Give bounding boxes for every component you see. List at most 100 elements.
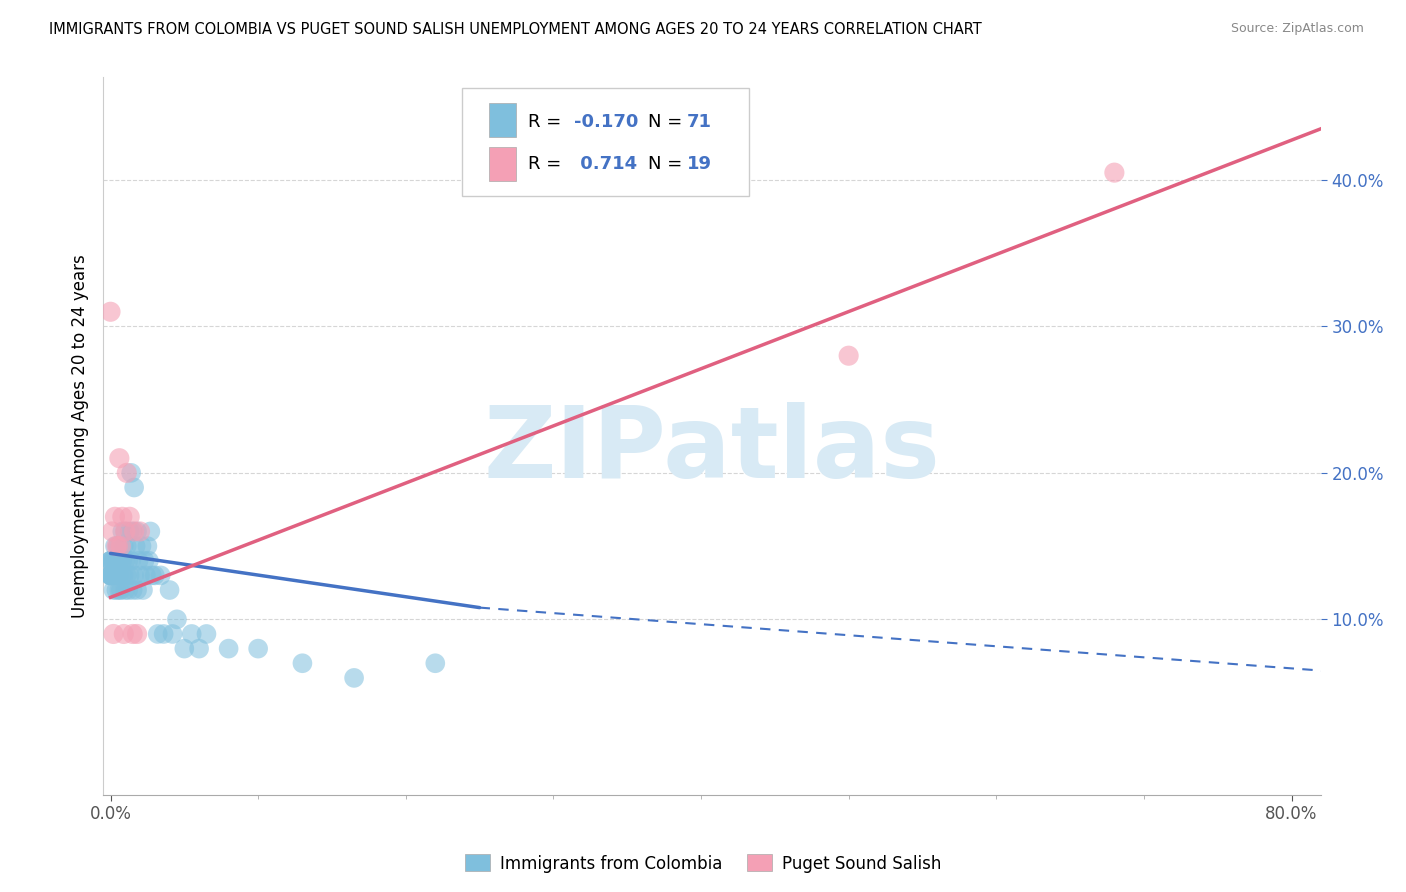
Point [104,509,127,524]
Point [108,554,131,568]
Point [195,627,218,641]
Y-axis label: Unemployment Among Ages 20 to 24 years: Unemployment Among Ages 20 to 24 years [72,254,89,618]
Point [110,539,132,553]
Point [122,568,145,582]
Point [141,568,163,582]
Point [111,509,134,524]
Point [118,509,141,524]
Point [118,524,141,539]
Point [101,554,124,568]
Point [115,568,138,582]
Point [117,582,139,597]
Point [121,582,143,597]
Point [149,568,172,582]
Point [125,627,148,641]
FancyBboxPatch shape [463,88,748,196]
Point [159,582,181,597]
Point [100,568,122,582]
Point [218,641,240,656]
Point [125,524,148,539]
Point [121,524,143,539]
Point [118,568,141,582]
Point [247,641,270,656]
Point [838,349,860,363]
FancyBboxPatch shape [489,147,516,181]
Point [122,481,145,495]
Text: 71: 71 [686,112,711,130]
Point [105,539,128,553]
Point [114,554,136,568]
Point [143,568,166,582]
FancyBboxPatch shape [489,103,516,137]
Point [132,582,155,597]
Point [108,582,131,597]
Point [101,524,124,539]
Point [291,657,314,671]
Point [100,568,122,582]
Point [101,568,124,582]
Point [103,627,125,641]
Point [112,568,135,582]
Point [115,466,138,480]
Point [162,627,184,641]
Point [180,627,202,641]
Legend: Immigrants from Colombia, Puget Sound Salish: Immigrants from Colombia, Puget Sound Sa… [458,847,948,880]
Point [425,657,447,671]
Text: R =: R = [529,112,567,130]
Text: N =: N = [648,112,688,130]
Point [111,568,134,582]
Point [110,554,132,568]
Point [135,568,157,582]
Point [112,627,135,641]
Point [120,554,142,568]
Point [122,524,145,539]
Point [104,539,127,553]
Point [152,627,174,641]
Point [107,539,129,553]
Text: 19: 19 [686,155,711,173]
Text: ZIPatlas: ZIPatlas [484,402,941,500]
Point [117,554,139,568]
Text: R =: R = [529,155,567,173]
Point [114,524,136,539]
Text: -0.170: -0.170 [575,112,638,130]
Point [129,524,152,539]
Point [146,627,169,641]
Point [124,539,146,553]
Point [105,554,128,568]
Point [1104,166,1126,180]
Point [107,539,129,553]
Text: IMMIGRANTS FROM COLOMBIA VS PUGET SOUND SALISH UNEMPLOYMENT AMONG AGES 20 TO 24 : IMMIGRANTS FROM COLOMBIA VS PUGET SOUND … [49,22,981,37]
Point [139,524,162,539]
Point [100,554,122,568]
Point [114,524,136,539]
Text: N =: N = [648,155,688,173]
Point [120,466,142,480]
Point [108,568,131,582]
Point [134,554,156,568]
Point [100,305,122,319]
Point [166,612,188,626]
Point [115,539,138,553]
Point [111,524,134,539]
Point [100,554,122,568]
Point [100,568,122,582]
Point [114,582,136,597]
Point [108,451,131,466]
Point [131,539,153,553]
Point [112,539,135,553]
Text: Source: ZipAtlas.com: Source: ZipAtlas.com [1230,22,1364,36]
Point [100,568,122,582]
Point [188,641,211,656]
Point [173,641,195,656]
Point [103,582,125,597]
Point [107,568,129,582]
Point [100,554,122,568]
Point [136,539,159,553]
Point [110,582,132,597]
Point [343,671,366,685]
Point [103,554,125,568]
Point [125,582,148,597]
Point [104,568,127,582]
Point [107,554,129,568]
